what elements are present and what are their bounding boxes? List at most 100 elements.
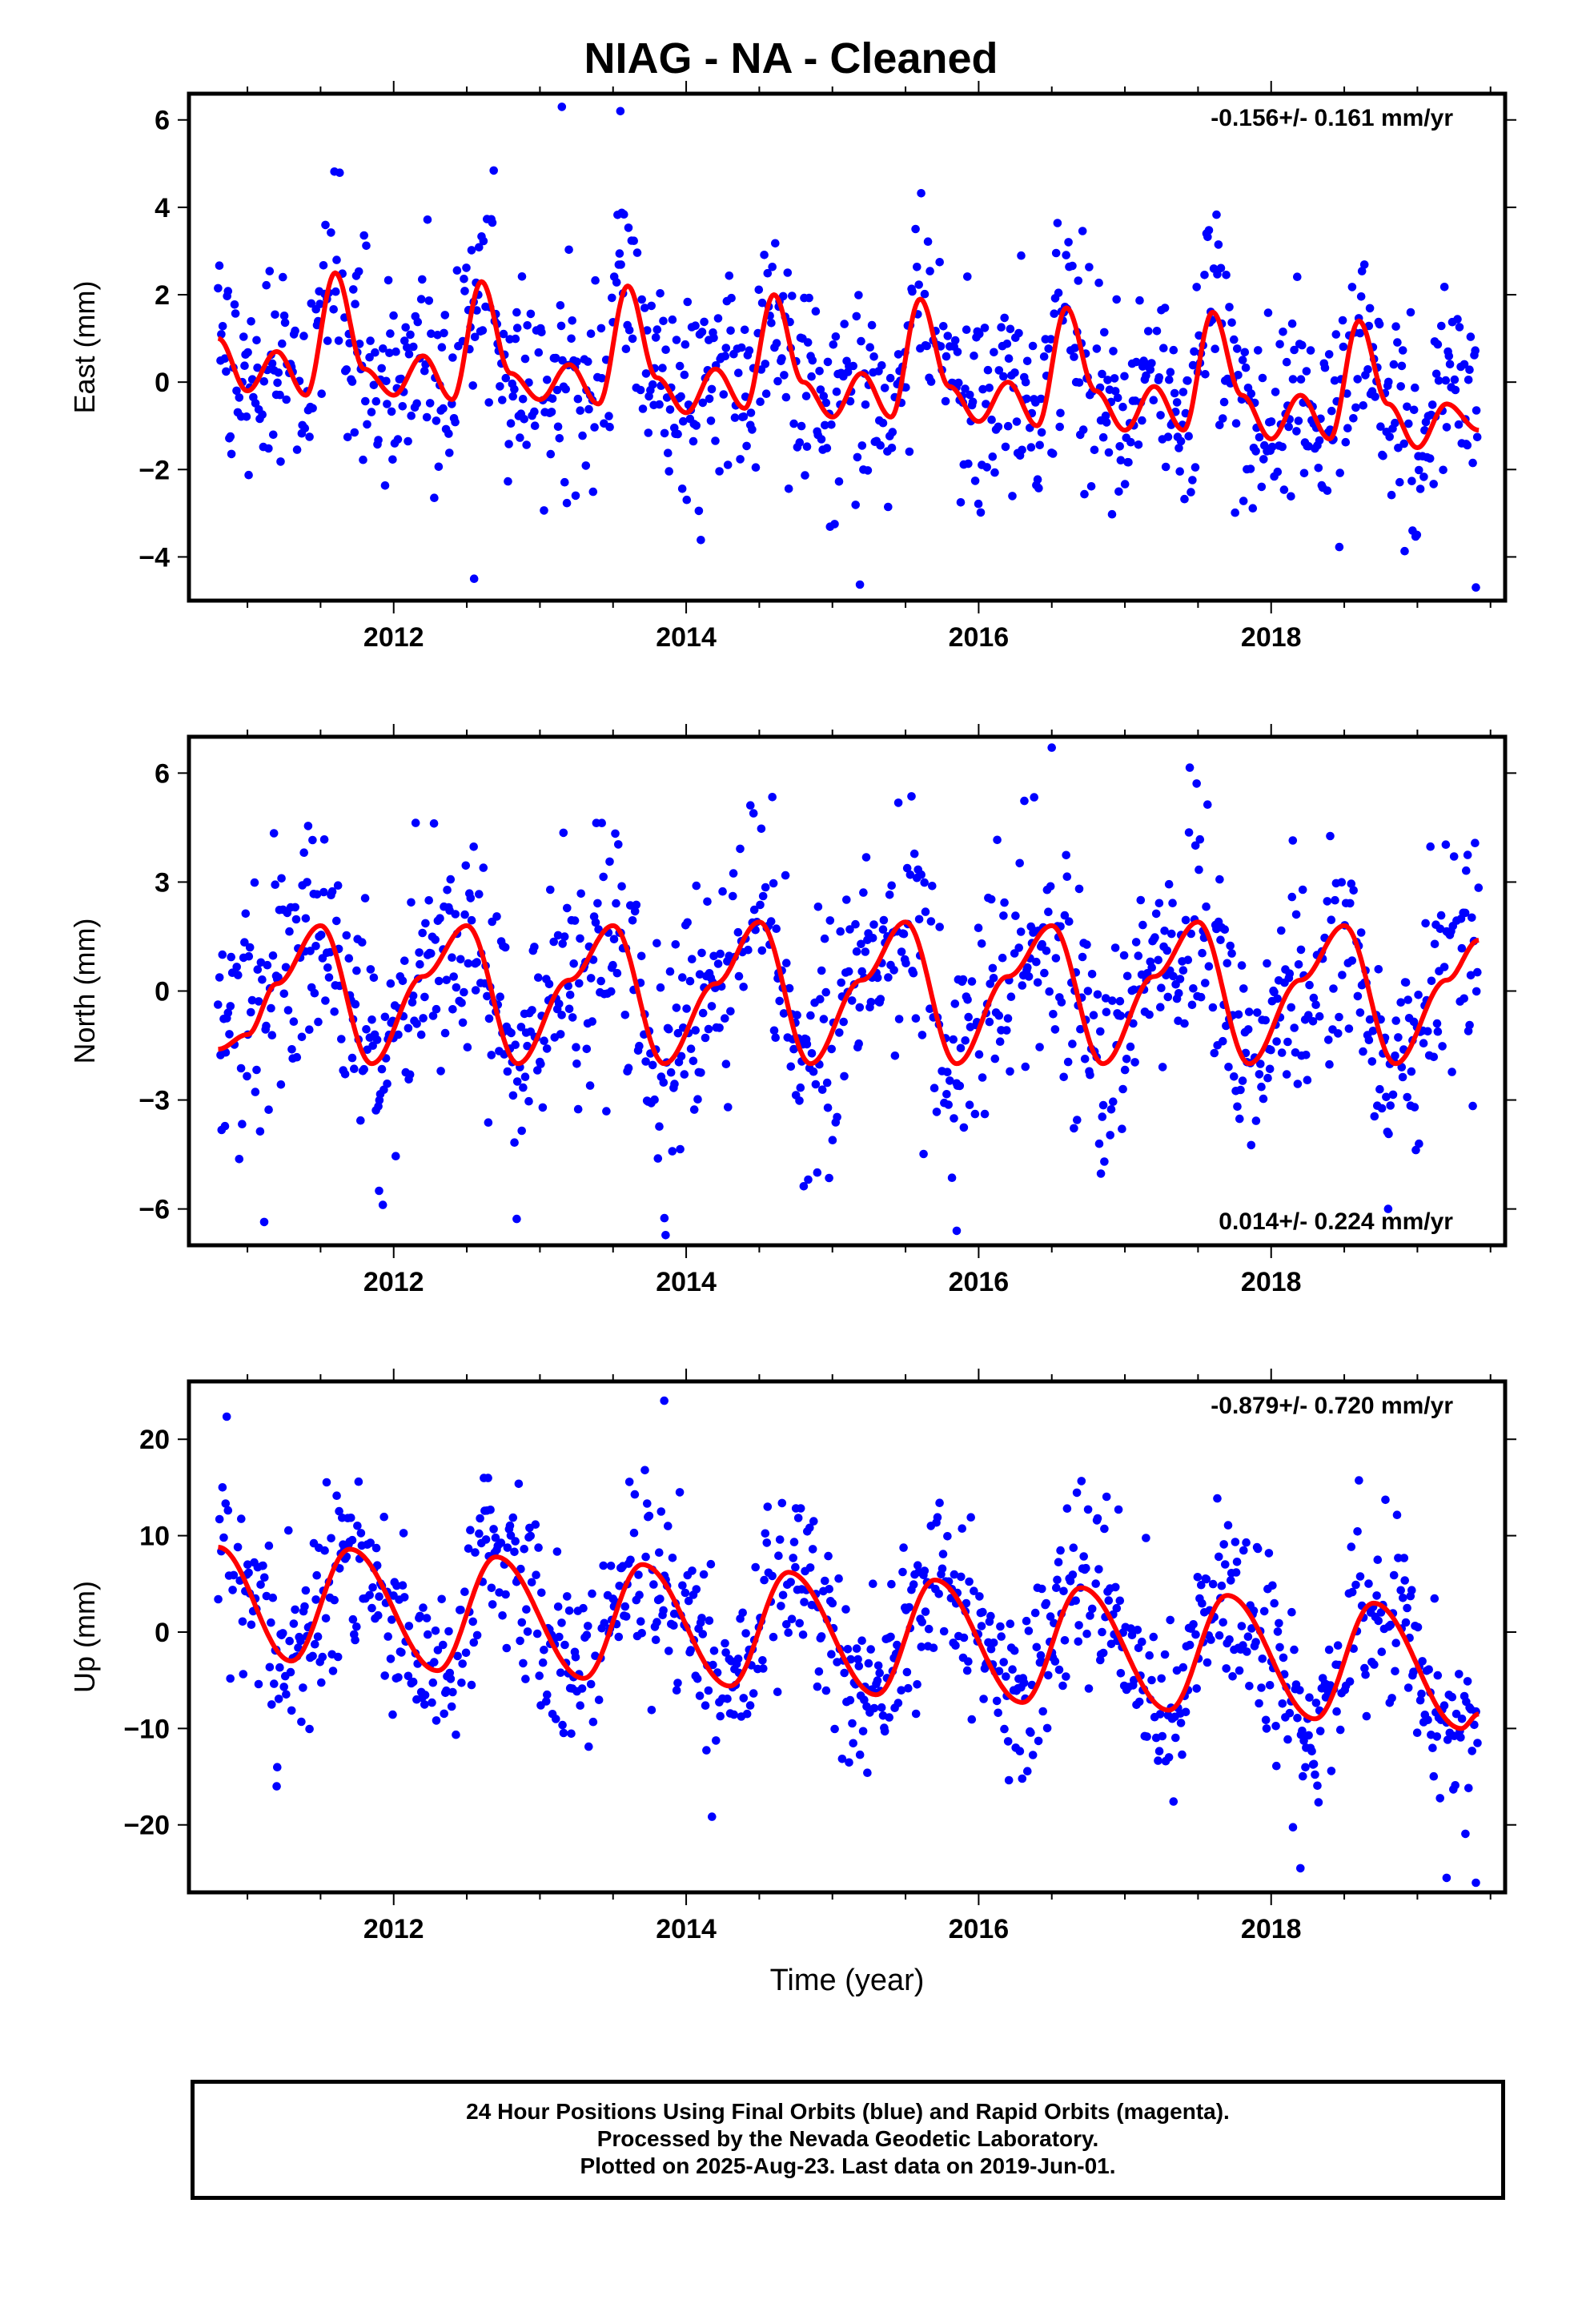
data-point bbox=[366, 965, 375, 974]
data-point bbox=[553, 931, 563, 940]
data-point bbox=[291, 1605, 299, 1614]
data-point bbox=[768, 1571, 777, 1581]
data-point bbox=[1202, 902, 1211, 911]
data-point bbox=[483, 991, 492, 1001]
data-point bbox=[1024, 1626, 1034, 1635]
data-point bbox=[1447, 1068, 1456, 1076]
data-point bbox=[594, 1695, 604, 1704]
data-point bbox=[845, 1695, 855, 1705]
data-point bbox=[800, 1598, 809, 1606]
data-point bbox=[730, 413, 740, 422]
data-point bbox=[1101, 411, 1110, 420]
data-point bbox=[569, 959, 578, 968]
data-point bbox=[1471, 838, 1480, 847]
data-point bbox=[964, 459, 973, 468]
data-point bbox=[1223, 959, 1232, 968]
data-point bbox=[1152, 327, 1162, 336]
data-point bbox=[964, 1012, 973, 1022]
data-point bbox=[825, 1585, 833, 1594]
data-point bbox=[1424, 1665, 1433, 1674]
data-point bbox=[247, 1620, 256, 1630]
data-point bbox=[791, 1562, 800, 1572]
data-point bbox=[985, 384, 994, 392]
data-point bbox=[1399, 1554, 1409, 1562]
data-point bbox=[1251, 447, 1260, 456]
data-point bbox=[1110, 943, 1120, 952]
data-point bbox=[659, 1606, 668, 1615]
data-point bbox=[299, 848, 309, 857]
data-point bbox=[1106, 1131, 1114, 1140]
data-point bbox=[1403, 402, 1411, 412]
data-point bbox=[540, 1646, 548, 1655]
data-point bbox=[781, 392, 791, 402]
data-point bbox=[577, 1684, 587, 1693]
data-point bbox=[514, 1479, 524, 1489]
data-point bbox=[686, 1044, 696, 1053]
data-point bbox=[647, 301, 656, 311]
data-point bbox=[1394, 444, 1403, 452]
data-point bbox=[886, 1632, 895, 1642]
data-point bbox=[1400, 546, 1409, 556]
data-point bbox=[1355, 328, 1365, 338]
data-point bbox=[571, 1653, 580, 1662]
data-point bbox=[885, 373, 895, 383]
y-tick-label: −2 bbox=[139, 455, 170, 485]
data-point bbox=[556, 301, 565, 310]
data-point bbox=[506, 1531, 516, 1540]
data-point bbox=[1203, 1658, 1212, 1667]
data-point bbox=[672, 1686, 681, 1695]
data-point bbox=[996, 1622, 1005, 1631]
data-point bbox=[354, 1477, 363, 1486]
data-point bbox=[1087, 1604, 1097, 1614]
data-point bbox=[1110, 387, 1120, 396]
data-point bbox=[706, 1559, 716, 1569]
data-point bbox=[1417, 1689, 1426, 1699]
data-point bbox=[1124, 458, 1133, 467]
data-point bbox=[1239, 984, 1248, 993]
data-point bbox=[889, 966, 898, 975]
data-point bbox=[604, 412, 613, 420]
data-point bbox=[1432, 1019, 1442, 1028]
data-point bbox=[1131, 938, 1141, 947]
data-point bbox=[885, 1713, 893, 1722]
data-point bbox=[634, 1570, 643, 1579]
data-point bbox=[1277, 926, 1286, 935]
data-point bbox=[873, 1676, 882, 1685]
data-point bbox=[707, 384, 717, 394]
data-point bbox=[279, 272, 287, 282]
data-point bbox=[1386, 1101, 1395, 1110]
data-point bbox=[553, 422, 563, 432]
data-point bbox=[771, 1033, 780, 1042]
data-point bbox=[757, 298, 767, 308]
data-point bbox=[1225, 303, 1234, 312]
data-point bbox=[1457, 1715, 1467, 1723]
data-point bbox=[230, 300, 239, 309]
data-point bbox=[1098, 1627, 1106, 1637]
data-point bbox=[317, 389, 327, 399]
data-point bbox=[1074, 1621, 1083, 1630]
data-point bbox=[1407, 476, 1416, 485]
data-point bbox=[1100, 1157, 1109, 1166]
data-point bbox=[955, 1081, 965, 1091]
data-point bbox=[1460, 908, 1470, 918]
data-point bbox=[709, 1660, 717, 1670]
data-point bbox=[1391, 1638, 1400, 1647]
data-point bbox=[677, 392, 685, 401]
data-point bbox=[1347, 283, 1357, 292]
data-point bbox=[582, 1044, 592, 1054]
data-point bbox=[420, 1691, 430, 1699]
data-point bbox=[607, 987, 616, 996]
data-point bbox=[498, 396, 507, 404]
data-point bbox=[884, 502, 893, 512]
data-point bbox=[1186, 488, 1195, 497]
data-point bbox=[656, 289, 665, 298]
data-point bbox=[789, 419, 798, 428]
data-point bbox=[591, 918, 600, 927]
data-point bbox=[982, 463, 991, 472]
data-point bbox=[849, 361, 857, 371]
data-point bbox=[523, 1041, 532, 1051]
data-point bbox=[584, 357, 592, 366]
data-point bbox=[1415, 485, 1425, 493]
data-point bbox=[307, 299, 316, 308]
data-point bbox=[1074, 884, 1084, 894]
